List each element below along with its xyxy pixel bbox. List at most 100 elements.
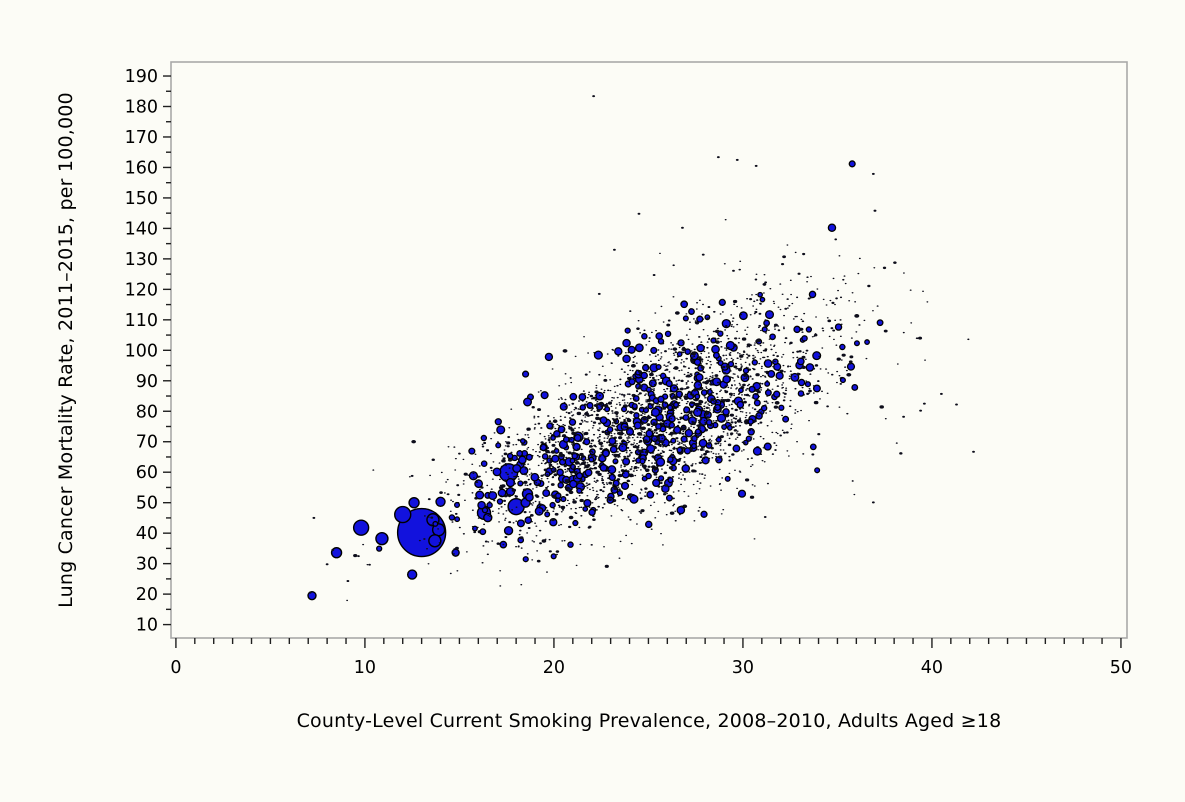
data-point: [726, 434, 729, 436]
data-point: [623, 465, 626, 468]
data-point: [562, 459, 566, 462]
data-point: [762, 342, 765, 344]
data-point: [693, 348, 696, 351]
data-point: [771, 338, 774, 341]
data-point: [427, 516, 430, 518]
data-point: [620, 393, 624, 396]
data-point: [620, 464, 623, 466]
data-point: [729, 414, 732, 416]
data-point: [639, 512, 643, 514]
data-point: [705, 356, 708, 358]
data-point: [680, 505, 683, 507]
data-point: [755, 273, 758, 275]
data-point: [684, 348, 691, 355]
data-point: [636, 327, 640, 330]
data-point: [853, 340, 860, 347]
data-point: [648, 372, 654, 377]
data-point: [577, 448, 579, 450]
outlier-point: [346, 580, 350, 583]
data-point: [738, 311, 748, 321]
data-point: [737, 393, 740, 396]
data-point: [731, 384, 733, 387]
data-point: [659, 422, 663, 425]
outlier-point: [613, 248, 616, 251]
data-point: [648, 340, 651, 343]
data-point: [641, 403, 644, 406]
data-point: [655, 432, 659, 434]
data-point: [725, 398, 731, 403]
data-point: [548, 420, 552, 423]
data-point: [733, 373, 736, 375]
data-point: [663, 471, 668, 475]
data-point: [759, 303, 762, 305]
data-point: [632, 361, 635, 363]
data-point: [736, 487, 739, 490]
data-point: [720, 411, 723, 413]
data-point: [539, 390, 542, 392]
data-point: [579, 458, 582, 461]
data-point: [462, 533, 465, 535]
data-point: [653, 388, 656, 390]
data-point: [673, 503, 676, 506]
data-point: [491, 510, 494, 512]
data-point: [443, 492, 446, 494]
data-point: [580, 448, 583, 451]
data-point: [794, 412, 797, 414]
data-point: [574, 511, 577, 514]
data-point: [569, 377, 572, 379]
data-point: [561, 540, 564, 542]
data-point: [607, 477, 610, 480]
highlight-bubble: [394, 505, 412, 524]
data-point: [854, 301, 857, 303]
data-point: [628, 378, 636, 386]
data-point: [557, 398, 560, 401]
data-point: [845, 369, 848, 372]
data-point: [691, 381, 694, 384]
data-point: [653, 470, 656, 472]
data-point: [722, 298, 725, 301]
data-point: [752, 446, 762, 456]
data-point: [550, 450, 556, 454]
data-point: [683, 396, 689, 400]
data-point: [527, 436, 530, 439]
data-point: [646, 443, 650, 447]
data-point: [755, 308, 758, 310]
data-point: [664, 330, 672, 338]
data-point: [471, 509, 474, 511]
data-point: [506, 494, 509, 497]
data-point: [759, 382, 762, 385]
data-point: [490, 469, 493, 472]
data-point: [549, 501, 556, 509]
data-point: [736, 375, 739, 377]
data-point: [759, 435, 762, 438]
data-point: [507, 509, 510, 511]
data-point: [556, 468, 564, 477]
data-point: [497, 488, 507, 498]
data-point: [601, 506, 604, 509]
data-point: [801, 355, 806, 359]
data-point: [855, 331, 858, 333]
data-point: [732, 299, 738, 304]
data-point: [771, 431, 774, 434]
data-point: [571, 431, 576, 436]
data-point: [800, 318, 803, 321]
data-point: [596, 437, 599, 439]
data-point: [666, 492, 668, 495]
outlier-point: [871, 172, 875, 175]
data-point: [706, 335, 709, 337]
data-point: [588, 525, 592, 529]
data-point: [630, 542, 633, 545]
data-point: [480, 460, 488, 468]
data-point: [657, 395, 665, 403]
data-point: [625, 457, 629, 460]
data-point: [766, 395, 769, 397]
data-point: [728, 392, 733, 396]
data-point: [604, 496, 608, 499]
data-point: [595, 455, 598, 457]
data-point: [707, 459, 710, 462]
data-point: [844, 366, 847, 368]
data-point: [641, 431, 643, 433]
data-point: [425, 547, 429, 550]
data-point: [732, 444, 741, 453]
data-point: [541, 539, 547, 543]
